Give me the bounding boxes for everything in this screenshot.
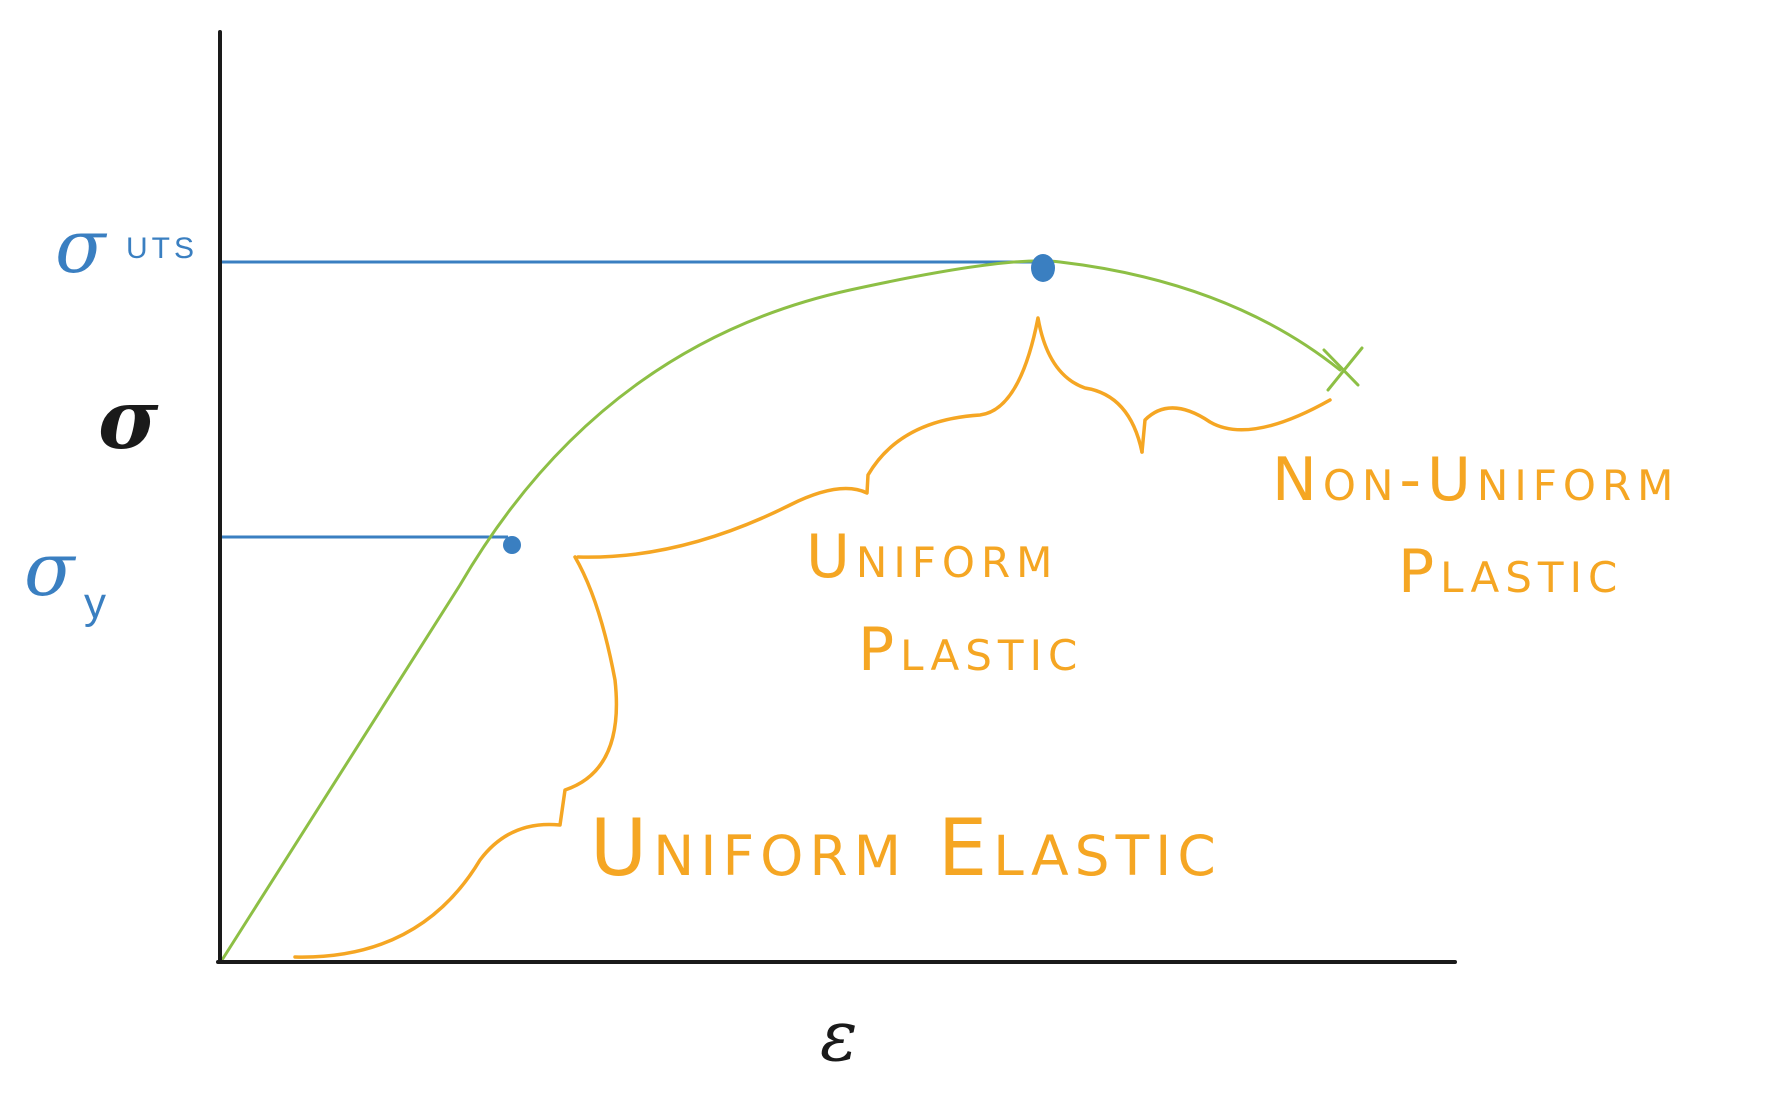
yield-stress-label: σ y [24,527,106,628]
uts-stress-label: σ UTS [55,204,198,290]
non-uniform-plastic-brace [1140,398,1332,454]
y-axis-label: σ [98,372,159,468]
uts-point-marker [1031,254,1055,282]
uniform-elastic-brace [293,555,619,959]
uniform-plastic-label-line2: Plastic [858,615,1083,685]
uniform-plastic-brace [576,316,1144,559]
uts-subscript: UTS [126,232,198,265]
yield-sigma-symbol: σ [24,527,77,613]
x-axis-label: ε [820,995,858,1077]
non-uniform-plastic-label-line2: Plastic [1398,537,1623,607]
fracture-mark [1322,346,1364,392]
uts-sigma-symbol: σ [55,204,108,290]
uniform-plastic-label-line1: Uniform [806,522,1058,592]
yield-subscript: y [84,579,106,628]
stress-strain-curve [220,259,1342,962]
yield-point-marker [503,536,521,554]
uniform-elastic-label: Uniform Elastic [590,804,1222,894]
non-uniform-plastic-label-line1: Non-Uniform [1272,445,1679,515]
